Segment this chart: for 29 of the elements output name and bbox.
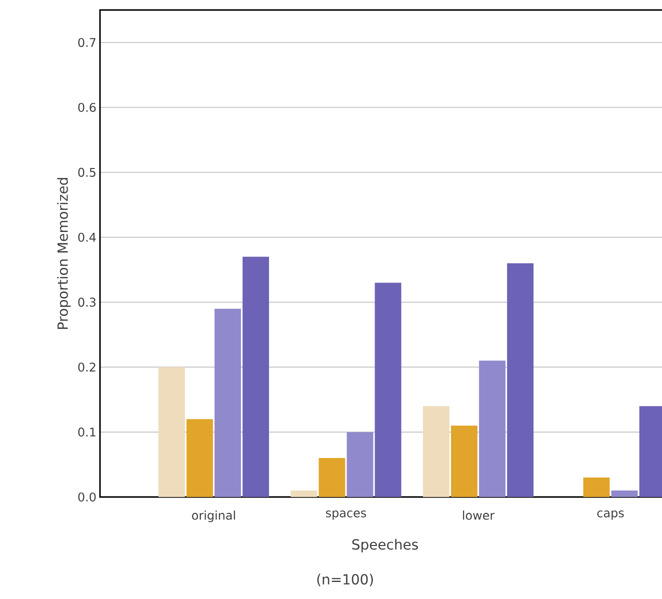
y-tick-label: 0.6 xyxy=(78,102,96,112)
bar xyxy=(451,426,478,497)
bar xyxy=(186,419,213,497)
bar xyxy=(583,478,610,497)
y-tick-label: 0.4 xyxy=(78,232,96,242)
y-tick-label: 0.3 xyxy=(78,298,96,307)
bar xyxy=(611,490,638,497)
y-tick-label: 0.2 xyxy=(78,362,96,372)
y-tick-label: 0.0 xyxy=(78,492,96,502)
bar xyxy=(422,406,450,497)
bar xyxy=(158,367,185,497)
x-tick-label: lower xyxy=(463,510,495,520)
x-tick-label: caps xyxy=(597,510,624,520)
y-tick-label: 0.7 xyxy=(78,38,96,47)
bar xyxy=(507,263,534,497)
y-tick-label: 0.1 xyxy=(78,428,96,437)
bar xyxy=(242,256,270,497)
bar xyxy=(318,458,346,497)
bar xyxy=(290,490,318,497)
y-axis-title: Proportion Memorized xyxy=(57,178,71,329)
bar xyxy=(374,282,402,497)
bar xyxy=(479,360,506,497)
x-tick-label: spaces xyxy=(326,510,366,520)
text: (n=100) xyxy=(317,574,373,586)
bar xyxy=(214,308,241,497)
x-tick-label: original xyxy=(192,510,235,522)
x-axis-title: Speeches xyxy=(352,538,418,552)
bar xyxy=(346,432,374,497)
y-tick-label: 0.5 xyxy=(78,168,96,177)
